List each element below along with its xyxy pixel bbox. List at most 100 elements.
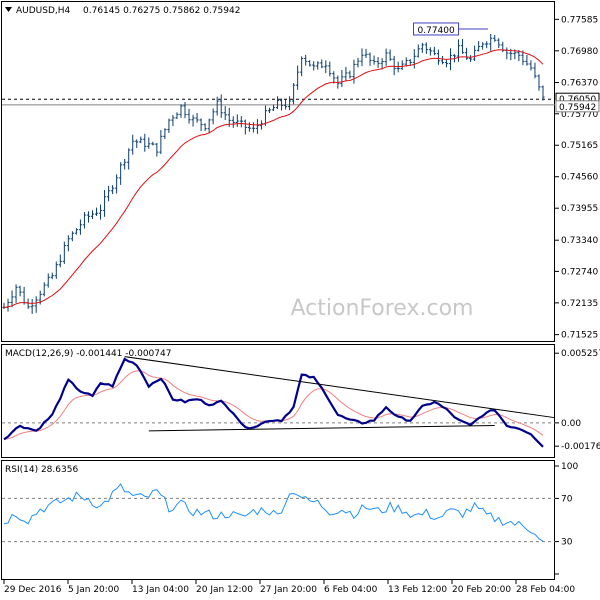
ohlc-bar [171,115,175,127]
ohlc-bar [159,130,163,155]
macd-panel-frame [1,344,555,458]
price-y-tick-label: 0.75770 [561,110,598,120]
ohlc-bar [271,104,276,112]
last-price-label: 0.75942 [559,103,596,113]
rsi-levels [2,497,555,543]
ohlc-bar [195,112,199,123]
ohlc-bar [147,137,151,149]
macd-y-tick-label: -0.00176 [561,442,600,452]
price-y-tick-label: 0.72740 [561,267,598,277]
ohlc-bar [408,59,412,66]
ohlc-bar [167,118,171,133]
macd-upper-trendline [124,356,555,419]
ohlc-bar [416,44,420,58]
ohlc-bar [493,34,497,42]
ohlc-bar [440,55,445,65]
ohlc-bar [183,101,187,119]
ohlc-bar [344,66,348,81]
price-y-tick-label: 0.72135 [561,299,598,309]
ohlc-bar [372,55,376,65]
ohlc-bar [275,96,280,109]
collapse-triangle-icon [5,7,12,12]
ohlc-bar [115,174,119,194]
level-price-label: 0.76050 [559,95,596,105]
ohlc-bar [404,57,408,67]
price-y-tick-label: 0.74560 [561,173,598,183]
ohlc-bar [485,41,489,49]
x-tick-label: 20 Jan 12:00 [196,585,253,595]
ohlc-bar [352,59,356,84]
price-y-tick-label: 0.76980 [561,47,598,57]
ohlc-bar [432,46,436,56]
ohlc-bar [420,42,424,53]
x-tick-label: 28 Feb 04:00 [516,585,575,595]
price-y-tick-label: 0.73955 [561,204,598,214]
ohlc-bar [460,38,465,54]
macd-title: MACD(12,26,9) -0.001441 -0.000747 [5,349,171,359]
ohlc-bar [521,50,525,66]
ohlc-bar [348,70,352,79]
price-y-axis: 0.77585 0.76980 0.76370 0.75770 0.75165 0.745… [555,15,598,341]
ohlc-bar [227,107,231,127]
moving-average-line [3,49,544,308]
x-tick-label: 27 Jan 20:00 [260,585,317,595]
watermark-text: ActionForex.com [291,296,474,321]
ohlc-bar [332,71,336,84]
ohlc-bar [70,231,74,242]
x-tick-label: 13 Jan 04:00 [132,585,189,595]
ohlc-bar [456,39,461,62]
ohlc-bar [131,134,135,155]
ohlc-bar [102,189,107,217]
ohlc-bar [207,118,211,134]
ohlc-bar [368,52,372,66]
ohlc-bar [235,114,239,127]
ohlc-bar [135,139,139,148]
ohlc-bar [364,48,368,58]
x-tick-label: 13 Feb 12:00 [388,585,447,595]
ohlc-bar [464,47,469,60]
ohlc-bar [412,49,416,69]
ohlc-bar [199,118,203,132]
price-y-tick-label: 0.75165 [561,141,598,151]
ohlc-bar [533,62,537,79]
ohlc-bar [296,65,300,90]
ohlc-bar [155,142,159,157]
x-tick-label: 5 Jan 20:00 [68,585,120,595]
ohlc-bar [90,210,95,219]
ohlc-bar [328,61,332,77]
ohlc-bar [66,235,70,252]
ohlc-bar [82,212,87,229]
ohlc-bar [537,74,541,91]
ohlc-header: 0.76145 0.76275 0.75862 0.75942 [83,6,240,16]
ohlc-bar [34,296,38,313]
ohlc-bar [123,158,127,170]
rsi-y-tick-label: 30 [561,538,573,548]
ohlc-bar [231,116,235,128]
ohlc-bar [175,112,179,119]
ohlc-bar [127,148,131,170]
peak-label: 0.77400 [418,26,455,36]
ohlc-bar [255,119,260,134]
price-y-tick-label: 0.73340 [561,236,598,246]
x-tick-label: 20 Feb 20:00 [452,585,511,595]
ohlc-bar [243,119,247,135]
ohlc-bar [62,241,66,264]
ohlc-bar [267,107,272,114]
macd-y-tick-label: 0.00 [561,419,581,429]
ohlc-bar [473,45,477,62]
price-panel-frame [1,1,555,342]
x-tick-label: 6 Feb 04:00 [324,585,378,595]
ohlc-bar [380,58,384,70]
last-price-box [555,100,600,113]
ohlc-bar [376,57,380,68]
ohlc-bar [191,114,195,127]
ohlc-bar [139,136,143,144]
ohlc-bar [360,48,364,67]
ohlc-bar [143,133,147,152]
ohlc-bar [308,60,312,67]
ohlc-bar [541,85,545,101]
ohlc-bar [151,141,155,146]
ohlc-bar [300,56,304,77]
ohlc-bar [203,123,207,131]
ohlc-bar [251,122,255,133]
